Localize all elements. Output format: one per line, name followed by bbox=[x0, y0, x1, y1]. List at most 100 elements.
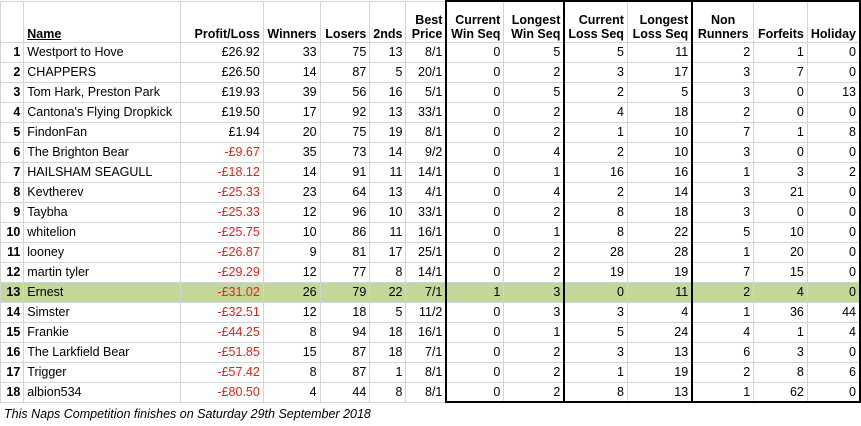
current-win-seq-cell: 0 bbox=[445, 41, 505, 63]
best-price-cell: 16/1 bbox=[405, 321, 447, 343]
table-row: 16 The Larkfield Bear -£51.85 15 87 18 7/1 0 2 3 1… bbox=[0, 341, 861, 363]
non-runners-cell: 3 bbox=[691, 181, 755, 203]
holiday-cell: 0 bbox=[806, 221, 861, 243]
current-loss-seq-cell: 2 bbox=[563, 81, 628, 103]
table-row: 13 Ernest -£31.02 26 79 22 7/1 1 3 0 11 2 4 0 bbox=[0, 281, 861, 303]
table-body: 1 Westport to Hove £26.92 33 75 13 8/1 0 5 5 11 2 1 0… bbox=[0, 41, 861, 403]
seconds-cell: 13 bbox=[369, 101, 407, 123]
longest-win-seq-cell: 5 bbox=[503, 81, 565, 103]
longest-win-seq-cell: 2 bbox=[503, 241, 565, 263]
forfeits-cell: 8 bbox=[753, 361, 808, 383]
seconds-cell: 5 bbox=[369, 301, 407, 323]
forfeits-cell: 20 bbox=[753, 241, 808, 263]
current-loss-seq-cell: 1 bbox=[563, 361, 628, 383]
rank-cell: 5 bbox=[0, 121, 25, 143]
current-loss-seq-cell: 3 bbox=[563, 341, 628, 363]
losers-cell: 91 bbox=[319, 161, 371, 183]
name-cell: Ernest bbox=[23, 281, 181, 303]
rank-cell: 8 bbox=[0, 181, 25, 203]
losers-header: Losers bbox=[319, 0, 371, 43]
losers-cell: 96 bbox=[319, 201, 371, 223]
longest-win-seq-cell: 3 bbox=[503, 301, 565, 323]
profit-loss-header: Profit/Loss bbox=[179, 0, 264, 43]
rank-cell: 7 bbox=[0, 161, 25, 183]
winners-cell: 39 bbox=[262, 81, 321, 103]
current-win-seq-cell: 0 bbox=[445, 381, 505, 403]
holiday-cell: 0 bbox=[806, 181, 861, 203]
current-win-seq-cell: 0 bbox=[445, 221, 505, 243]
current-win-seq-header: Current Win Seq bbox=[445, 0, 505, 43]
table-row: 9 Taybha -£25.33 12 96 10 33/1 0 2 8 18 3 0 0 bbox=[0, 201, 861, 223]
longest-loss-seq-cell: 18 bbox=[626, 101, 693, 123]
rank-cell: 2 bbox=[0, 61, 25, 83]
forfeits-cell: 21 bbox=[753, 181, 808, 203]
losers-cell: 94 bbox=[319, 321, 371, 343]
rank-cell: 18 bbox=[0, 381, 25, 403]
naps-table: Name Profit/Loss Winners Losers 2nds Bes… bbox=[0, 0, 861, 403]
current-loss-seq-cell: 1 bbox=[563, 121, 628, 143]
table-row: 1 Westport to Hove £26.92 33 75 13 8/1 0 5 5 11 2 1 0 bbox=[0, 41, 861, 63]
longest-loss-seq-cell: 22 bbox=[626, 221, 693, 243]
losers-cell: 92 bbox=[319, 101, 371, 123]
current-loss-seq-cell: 2 bbox=[563, 141, 628, 163]
winners-cell: 12 bbox=[262, 301, 321, 323]
losers-cell: 73 bbox=[319, 141, 371, 163]
forfeits-cell: 3 bbox=[753, 341, 808, 363]
best-price-cell: 7/1 bbox=[405, 281, 447, 303]
rank-cell: 12 bbox=[0, 261, 25, 283]
profit-loss-cell: £19.50 bbox=[179, 101, 264, 123]
winners-cell: 12 bbox=[262, 261, 321, 283]
winners-cell: 26 bbox=[262, 281, 321, 303]
losers-cell: 86 bbox=[319, 221, 371, 243]
longest-loss-seq-cell: 19 bbox=[626, 261, 693, 283]
rank-cell: 4 bbox=[0, 101, 25, 123]
best-price-cell: 8/1 bbox=[405, 361, 447, 383]
name-cell: Trigger bbox=[23, 361, 181, 383]
winners-cell: 33 bbox=[262, 41, 321, 63]
name-header: Name bbox=[23, 0, 181, 43]
rank-cell: 15 bbox=[0, 321, 25, 343]
current-loss-seq-cell: 0 bbox=[563, 281, 628, 303]
longest-loss-seq-cell: 24 bbox=[626, 321, 693, 343]
longest-loss-seq-cell: 14 bbox=[626, 181, 693, 203]
seconds-cell: 16 bbox=[369, 81, 407, 103]
name-cell: martin tyler bbox=[23, 261, 181, 283]
rank-cell: 13 bbox=[0, 281, 25, 303]
longest-win-seq-cell: 2 bbox=[503, 121, 565, 143]
current-win-seq-cell: 0 bbox=[445, 301, 505, 323]
longest-win-seq-cell: 1 bbox=[503, 161, 565, 183]
profit-loss-cell: -£31.02 bbox=[179, 281, 264, 303]
rank-cell: 6 bbox=[0, 141, 25, 163]
seconds-cell: 19 bbox=[369, 121, 407, 143]
longest-loss-seq-cell: 28 bbox=[626, 241, 693, 263]
non-runners-cell: 7 bbox=[691, 261, 755, 283]
current-win-seq-cell: 0 bbox=[445, 321, 505, 343]
name-cell: FindonFan bbox=[23, 121, 181, 143]
best-price-cell: 33/1 bbox=[405, 201, 447, 223]
profit-loss-cell: -£44.25 bbox=[179, 321, 264, 343]
name-cell: Simster bbox=[23, 301, 181, 323]
winners-cell: 17 bbox=[262, 101, 321, 123]
winners-cell: 8 bbox=[262, 361, 321, 383]
table-row: 4 Cantona's Flying Dropkick £19.50 17 92 13 33… bbox=[0, 101, 861, 123]
name-cell: The Larkfield Bear bbox=[23, 341, 181, 363]
profit-loss-cell: -£32.51 bbox=[179, 301, 264, 323]
profit-loss-cell: -£57.42 bbox=[179, 361, 264, 383]
longest-loss-seq-header: Longest Loss Seq bbox=[626, 0, 693, 43]
seconds-cell: 8 bbox=[369, 261, 407, 283]
rank-cell: 11 bbox=[0, 241, 25, 263]
rank-cell: 3 bbox=[0, 81, 25, 103]
longest-win-seq-header: Longest Win Seq bbox=[503, 0, 565, 43]
longest-win-seq-cell: 4 bbox=[503, 181, 565, 203]
profit-loss-cell: £26.50 bbox=[179, 61, 264, 83]
current-win-seq-cell: 0 bbox=[445, 361, 505, 383]
holiday-cell: 0 bbox=[806, 61, 861, 83]
forfeits-cell: 15 bbox=[753, 261, 808, 283]
table-row: 11 looney -£26.87 9 81 17 25/1 0 2 28 28 1 20 0 bbox=[0, 241, 861, 263]
losers-cell: 75 bbox=[319, 121, 371, 143]
current-win-seq-cell: 0 bbox=[445, 181, 505, 203]
losers-cell: 87 bbox=[319, 61, 371, 83]
current-win-seq-cell: 1 bbox=[445, 281, 505, 303]
holiday-cell: 0 bbox=[806, 201, 861, 223]
name-cell: HAILSHAM SEAGULL bbox=[23, 161, 181, 183]
